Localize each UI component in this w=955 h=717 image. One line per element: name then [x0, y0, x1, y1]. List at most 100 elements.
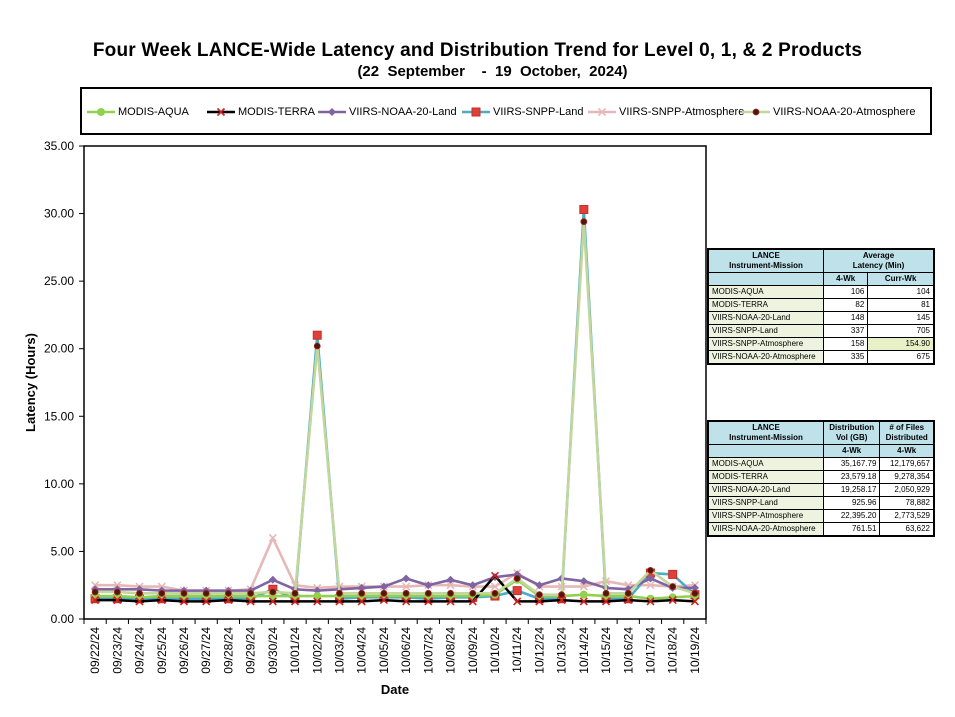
- x-tick-label: 09/27/24: [199, 627, 213, 674]
- legend-marker: [597, 107, 607, 117]
- chart-subtitle: (22 September - 19 October, 2024): [357, 63, 628, 80]
- lat-cell-v1: 335: [822, 350, 869, 365]
- point-modis-terra: [624, 596, 633, 605]
- dist-cell-v1: 19,258.17: [822, 483, 881, 497]
- point-viirs-noaa-20-land: [379, 582, 388, 591]
- point-modis-terra: [402, 597, 411, 606]
- legend-label: VIIRS-NOAA-20-Atmosphere: [773, 106, 916, 118]
- x-tick-label: 10/04/24: [355, 627, 369, 674]
- lat-row: MODIS-TERRA 82 81: [707, 298, 935, 312]
- point-viirs-noaa-20-atmosphere: [113, 588, 121, 596]
- dist-cell-name: VIIRS-NOAA-20-Atmosphere: [707, 522, 824, 537]
- point-modis-terra: [424, 597, 433, 606]
- distribution-table: LANCE Instrument-Mission Distribution Vo…: [707, 420, 935, 537]
- dist-row: VIIRS-SNPP-Land 925.96 78,882: [707, 496, 935, 510]
- series-line-modis-terra: [95, 574, 695, 603]
- dist-header-right-2: Distributed: [885, 433, 928, 442]
- point-modis-aqua: [579, 590, 588, 599]
- x-tick-label: 10/18/24: [666, 627, 680, 674]
- point-modis-terra: [224, 596, 233, 605]
- y-tick-label: 15.00: [44, 409, 74, 423]
- point-modis-terra: [202, 597, 211, 606]
- x-tick-label: 10/08/24: [444, 627, 458, 674]
- lat-cell-name: MODIS-AQUA: [707, 285, 824, 299]
- x-tick-label: 10/10/24: [488, 627, 502, 674]
- point-modis-terra: [490, 571, 500, 580]
- lat-subheader-4wk: 4-Wk: [822, 272, 869, 286]
- point-modis-terra: [513, 597, 522, 606]
- point-viirs-noaa-20-atmosphere: [291, 589, 299, 597]
- x-tick-label: 10/19/24: [688, 627, 702, 674]
- point-viirs-noaa-20-atmosphere: [535, 591, 543, 599]
- dist-row: VIIRS-SNPP-Atmosphere 22,395.20 2,773,529: [707, 509, 935, 523]
- lat-header-left-1: LANCE: [752, 251, 780, 260]
- point-modis-terra: [113, 596, 122, 605]
- legend-swatch-viirs-snpp-land: [462, 107, 490, 117]
- series-line-viirs-snpp-land: [95, 208, 696, 601]
- point-viirs-noaa-20-land: [690, 583, 699, 592]
- lat-subheader-blank: [707, 272, 824, 286]
- point-viirs-snpp-atmosphere: [157, 582, 166, 591]
- dist-cell-name: MODIS-TERRA: [707, 470, 824, 484]
- lat-row: VIIRS-NOAA-20-Atmosphere 335 675: [707, 350, 935, 365]
- point-viirs-snpp-land: [579, 205, 589, 215]
- dist-cell-v1: 22,395.20: [822, 509, 881, 523]
- point-viirs-noaa-20-atmosphere: [513, 575, 521, 582]
- lat-row: VIIRS-NOAA-20-Land 148 145: [707, 311, 935, 325]
- point-viirs-snpp-atmosphere: [113, 581, 122, 590]
- point-viirs-snpp-land: [668, 569, 678, 579]
- x-tick-label: 10/05/24: [377, 627, 391, 674]
- dist-cell-v1: 23,579.18: [822, 470, 881, 484]
- lat-header-right: Average Latency (Min): [823, 248, 935, 273]
- dist-header-mid-2: Vol (GB): [836, 433, 868, 442]
- dist-header-mid-1: Distribution: [829, 423, 875, 432]
- y-tick-label: 10.00: [44, 477, 74, 491]
- legend-swatch-viirs-noaa-20-atmosphere: [742, 108, 770, 116]
- legend-swatch-modis-aqua: [87, 108, 115, 116]
- point-viirs-noaa-20-atmosphere: [269, 588, 277, 596]
- point-modis-terra: [135, 597, 144, 606]
- legend-label: VIIRS-NOAA-20-Land: [349, 106, 457, 118]
- lat-header-left: LANCE Instrument-Mission: [707, 248, 824, 273]
- lat-header-left-2: Instrument-Mission: [729, 261, 803, 270]
- dist-header-mid: Distribution Vol (GB): [822, 420, 881, 445]
- point-modis-terra: [179, 597, 189, 606]
- dist-cell-name: MODIS-AQUA: [707, 457, 824, 471]
- point-viirs-noaa-20-atmosphere: [469, 589, 477, 597]
- lat-header-right-2: Latency (Min): [852, 261, 905, 270]
- point-viirs-noaa-20-atmosphere: [224, 589, 232, 597]
- dist-cell-name: VIIRS-NOAA-20-Land: [707, 483, 824, 497]
- legend-item-modis-aqua: MODIS-AQUA: [87, 104, 189, 120]
- point-modis-terra: [468, 597, 477, 606]
- point-viirs-snpp-atmosphere: [402, 582, 411, 591]
- lat-cell-v1: 106: [822, 285, 869, 299]
- point-viirs-noaa-20-atmosphere: [136, 589, 143, 597]
- legend-marker: [752, 108, 760, 116]
- legend-marker: [471, 107, 481, 117]
- dist-header-right: # of Files Distributed: [879, 420, 935, 445]
- point-viirs-noaa-20-land: [535, 581, 544, 590]
- lat-cell-v1: 337: [822, 324, 869, 338]
- x-tick-label: 10/07/24: [421, 627, 435, 674]
- x-tick-label: 10/16/24: [621, 627, 635, 674]
- dist-cell-v2: 9,278,354: [879, 470, 935, 484]
- point-modis-terra: [290, 597, 300, 606]
- point-modis-terra: [646, 597, 655, 606]
- point-modis-terra: [446, 597, 455, 606]
- x-tick-label: 09/26/24: [177, 627, 191, 674]
- series-line-viirs-noaa-20-atmosphere: [95, 220, 696, 596]
- x-tick-label: 10/13/24: [555, 627, 569, 674]
- point-viirs-noaa-20-land: [579, 577, 588, 586]
- point-viirs-noaa-20-land: [446, 575, 455, 584]
- point-modis-terra: [357, 597, 366, 606]
- lat-cell-name: VIIRS-SNPP-Land: [707, 324, 824, 338]
- point-viirs-noaa-20-atmosphere: [691, 589, 699, 597]
- lat-subheader-currwk: Curr-Wk: [867, 272, 935, 286]
- x-tick-label: 10/02/24: [310, 627, 324, 674]
- lat-cell-v2: 104: [867, 285, 935, 299]
- series-line-viirs-noaa-20-land: [95, 573, 695, 592]
- point-modis-terra: [535, 597, 544, 606]
- point-viirs-snpp-atmosphere: [646, 581, 655, 590]
- x-tick-label: 09/24/24: [133, 627, 147, 674]
